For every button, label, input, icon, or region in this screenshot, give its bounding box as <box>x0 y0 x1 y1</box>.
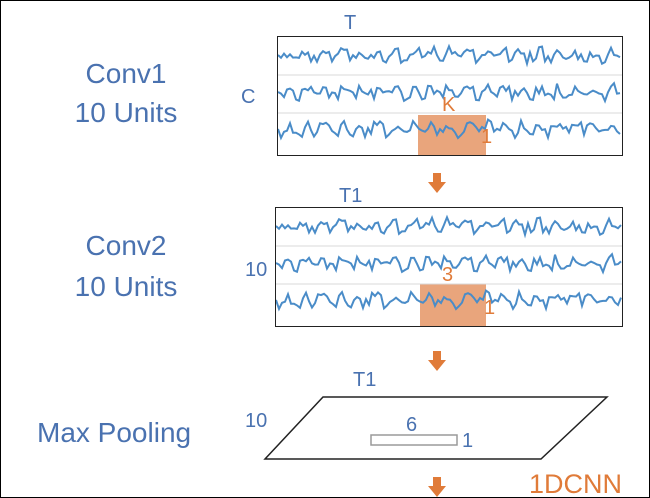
conv2-kernel-width-label: 1 <box>484 297 496 319</box>
model-label: 1DCNN <box>529 469 623 498</box>
conv2-time-label: T1 <box>339 185 363 207</box>
conv2-waveforms <box>276 214 622 326</box>
down-arrow-icon <box>428 477 446 497</box>
conv2-units: 10 Units <box>74 271 178 302</box>
conv1-signal-panel <box>277 36 623 156</box>
conv2-channel-3-signal <box>276 288 622 312</box>
pooling-time-label: T1 <box>353 369 377 391</box>
pooling-title: Max Pooling <box>37 417 192 448</box>
conv1-channel-3-signal <box>278 117 621 141</box>
conv2-signal-panel <box>275 207 623 327</box>
down-arrow-icon <box>428 173 446 193</box>
conv1-title: Conv1 <box>85 58 167 89</box>
conv2-channel-label: 10 <box>245 259 268 281</box>
pooling-window-label: 6 <box>406 414 418 436</box>
conv1-kernel-width-label: 1 <box>481 126 493 148</box>
conv2-kernel-label: 3 <box>442 264 454 286</box>
conv2-channel-1-signal <box>276 214 622 239</box>
pooling-window <box>370 434 458 446</box>
conv1-time-label: T <box>344 12 357 34</box>
pooling-channel-label: 10 <box>245 410 268 432</box>
feature-map-plane <box>263 396 609 460</box>
pooling-window-width-label: 1 <box>462 430 474 452</box>
conv1-channel-2-signal <box>278 81 621 104</box>
conv1-units: 10 Units <box>74 97 178 128</box>
conv1-kernel-highlight <box>418 115 486 155</box>
down-arrow-icon <box>428 351 446 371</box>
conv1-channel-label: C <box>241 86 256 108</box>
conv1-kernel-label: K <box>442 94 456 116</box>
conv2-title: Conv2 <box>85 230 167 261</box>
conv1-channel-1-signal <box>278 43 621 68</box>
conv1-waveforms <box>278 43 622 155</box>
conv2-channel-2-signal <box>276 252 622 275</box>
